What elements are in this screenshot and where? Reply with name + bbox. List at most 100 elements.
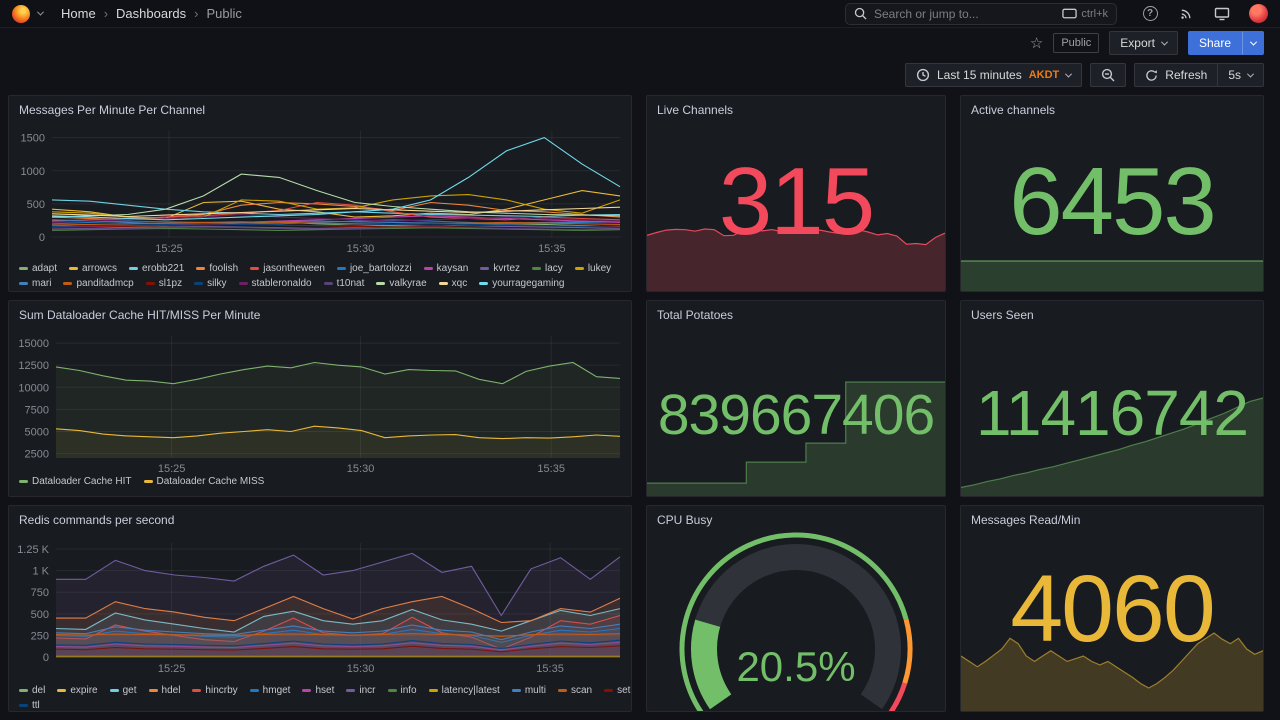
legend-item[interactable]: incr	[346, 684, 376, 697]
dataloader-legend: Dataloader Cache HIT Dataloader Cache MIS…	[9, 474, 631, 488]
cpu-busy-gauge: 20.5%	[679, 532, 913, 711]
legend-item[interactable]: del	[19, 684, 45, 697]
zoom-out-button[interactable]	[1090, 63, 1127, 87]
svg-text:15:25: 15:25	[158, 463, 186, 474]
refresh-interval-dropdown[interactable]: 5s	[1217, 63, 1264, 87]
total-potatoes-value: 839667406	[657, 383, 935, 447]
panel-title[interactable]: Users Seen	[971, 308, 1034, 322]
legend-item[interactable]: kvrtez	[480, 262, 520, 275]
refresh-button[interactable]: Refresh	[1134, 63, 1219, 87]
top-navigation: Home › Dashboards › Public Search or jum…	[0, 0, 1280, 28]
panel-messages-read: Messages Read/Min 4060	[960, 505, 1264, 712]
timezone-label: AKDT	[1028, 69, 1060, 81]
user-avatar[interactable]	[1249, 4, 1268, 23]
svg-text:15:25: 15:25	[155, 243, 183, 255]
time-range-picker[interactable]: Last 15 minutes AKDT	[905, 63, 1083, 87]
zoom-out-icon	[1102, 68, 1115, 82]
breadcrumb-public[interactable]: Public	[206, 6, 242, 21]
legend-item[interactable]: adapt	[19, 262, 57, 275]
svg-text:5000: 5000	[25, 426, 49, 438]
legend-item[interactable]: panditadmcp	[63, 277, 134, 290]
svg-text:10000: 10000	[18, 382, 49, 394]
panel-title[interactable]: Redis commands per second	[19, 513, 175, 527]
legend-item[interactable]: set	[604, 684, 630, 697]
legend-item[interactable]: stableronaldo	[238, 277, 312, 290]
svg-text:15:35: 15:35	[536, 663, 564, 675]
svg-text:1.25 K: 1.25 K	[17, 544, 49, 556]
svg-text:15:35: 15:35	[537, 463, 565, 474]
legend-item[interactable]: latency|latest	[428, 684, 500, 697]
svg-text:1000: 1000	[21, 166, 45, 178]
legend-item[interactable]: expire	[57, 684, 98, 697]
legend-item[interactable]: arrowcs	[69, 262, 117, 275]
messages-chart-canvas[interactable]: 15:25 15:30 15:35 0 500 1000 1500	[12, 121, 628, 261]
legend-item[interactable]: joe_bartolozzi	[336, 262, 412, 275]
legend-item[interactable]: kaysan	[423, 262, 468, 275]
legend-item[interactable]: sl1pz	[145, 277, 182, 290]
rss-icon[interactable]	[1177, 5, 1195, 23]
legend-item[interactable]: xqc	[438, 277, 467, 290]
svg-text:12500: 12500	[18, 360, 49, 372]
legend-item[interactable]: scan	[557, 684, 592, 697]
panel-users-seen: Users Seen 11416742	[960, 300, 1264, 497]
panel-title[interactable]: CPU Busy	[657, 513, 713, 527]
legend-item[interactable]: ttl	[19, 699, 40, 711]
active-channels-sparkline	[961, 260, 1263, 291]
help-icon[interactable]: ?	[1141, 5, 1159, 23]
svg-text:15000: 15000	[18, 338, 49, 350]
org-switcher-caret-icon[interactable]	[36, 8, 45, 16]
search-placeholder: Search or jump to...	[874, 6, 979, 21]
legend-item[interactable]: lacy	[532, 262, 563, 275]
legend-item[interactable]: hincrby	[192, 684, 238, 697]
svg-text:250: 250	[31, 630, 49, 642]
dataloader-chart-canvas[interactable]: 15:25 15:30 15:35 2500 5000 7500 10000 12500 150…	[12, 326, 628, 474]
search-input[interactable]: Search or jump to... ctrl+k	[845, 2, 1117, 25]
legend-item[interactable]: foolish	[196, 262, 238, 275]
svg-text:1500: 1500	[21, 133, 45, 145]
legend-item[interactable]: get	[109, 684, 137, 697]
active-channels-value: 6453	[1009, 148, 1217, 255]
svg-text:1 K: 1 K	[32, 566, 49, 578]
svg-text:15:35: 15:35	[538, 243, 566, 255]
legend-item[interactable]: mari	[19, 277, 51, 290]
breadcrumb-home[interactable]: Home	[61, 6, 96, 21]
legend-item[interactable]: hdel	[148, 684, 180, 697]
legend-item[interactable]: hset	[302, 684, 334, 697]
legend-item[interactable]: lukey	[574, 262, 611, 275]
panel-title[interactable]: Messages Read/Min	[971, 513, 1081, 527]
monitor-icon[interactable]	[1213, 5, 1231, 23]
panel-title[interactable]: Total Potatoes	[657, 308, 734, 322]
panel-title[interactable]: Sum Dataloader Cache HIT/MISS Per Minute	[19, 308, 261, 322]
panel-dataloader-cache: Sum Dataloader Cache HIT/MISS Per Minute…	[8, 300, 632, 497]
legend-item[interactable]: yourragegaming	[479, 277, 564, 290]
legend-item[interactable]: multi	[511, 684, 546, 697]
refresh-group: Refresh 5s	[1134, 63, 1264, 87]
legend-item[interactable]: Dataloader Cache HIT	[19, 475, 132, 488]
svg-text:0: 0	[39, 232, 45, 244]
legend-item[interactable]: hmget	[249, 684, 290, 697]
legend-item[interactable]: valkyrae	[376, 277, 427, 290]
export-button[interactable]: Export	[1109, 31, 1178, 55]
breadcrumb-dashboards[interactable]: Dashboards	[116, 6, 187, 21]
panel-title[interactable]: Messages Per Minute Per Channel	[19, 103, 206, 117]
share-button[interactable]: Share	[1187, 31, 1242, 55]
visibility-badge[interactable]: Public	[1053, 33, 1100, 53]
legend-item[interactable]: erobb221	[129, 262, 184, 275]
favorite-star-icon[interactable]: ☆	[1029, 34, 1044, 52]
legend-item[interactable]: info	[387, 684, 417, 697]
legend-item[interactable]: jasontheween	[250, 262, 325, 275]
users-seen-value: 11416742	[976, 377, 1249, 449]
share-caret-button[interactable]	[1242, 31, 1264, 55]
panel-title[interactable]: Active channels	[971, 103, 1056, 117]
legend-item[interactable]: t10nat	[323, 277, 364, 290]
chevron-down-icon	[1249, 38, 1257, 46]
svg-text:15:25: 15:25	[158, 663, 186, 675]
grafana-logo[interactable]	[12, 4, 30, 23]
legend-item[interactable]: Dataloader Cache MISS	[143, 475, 264, 488]
legend-item[interactable]: silky	[194, 277, 227, 290]
panel-title[interactable]: Live Channels	[657, 103, 734, 117]
redis-chart-canvas[interactable]: 15:25 15:30 15:35 0 250 500 750 1 K 1.25 K	[12, 531, 628, 683]
svg-text:0: 0	[43, 652, 49, 664]
panel-total-potatoes: Total Potatoes 839667406	[646, 300, 946, 497]
live-channels-sparkline	[647, 228, 945, 291]
